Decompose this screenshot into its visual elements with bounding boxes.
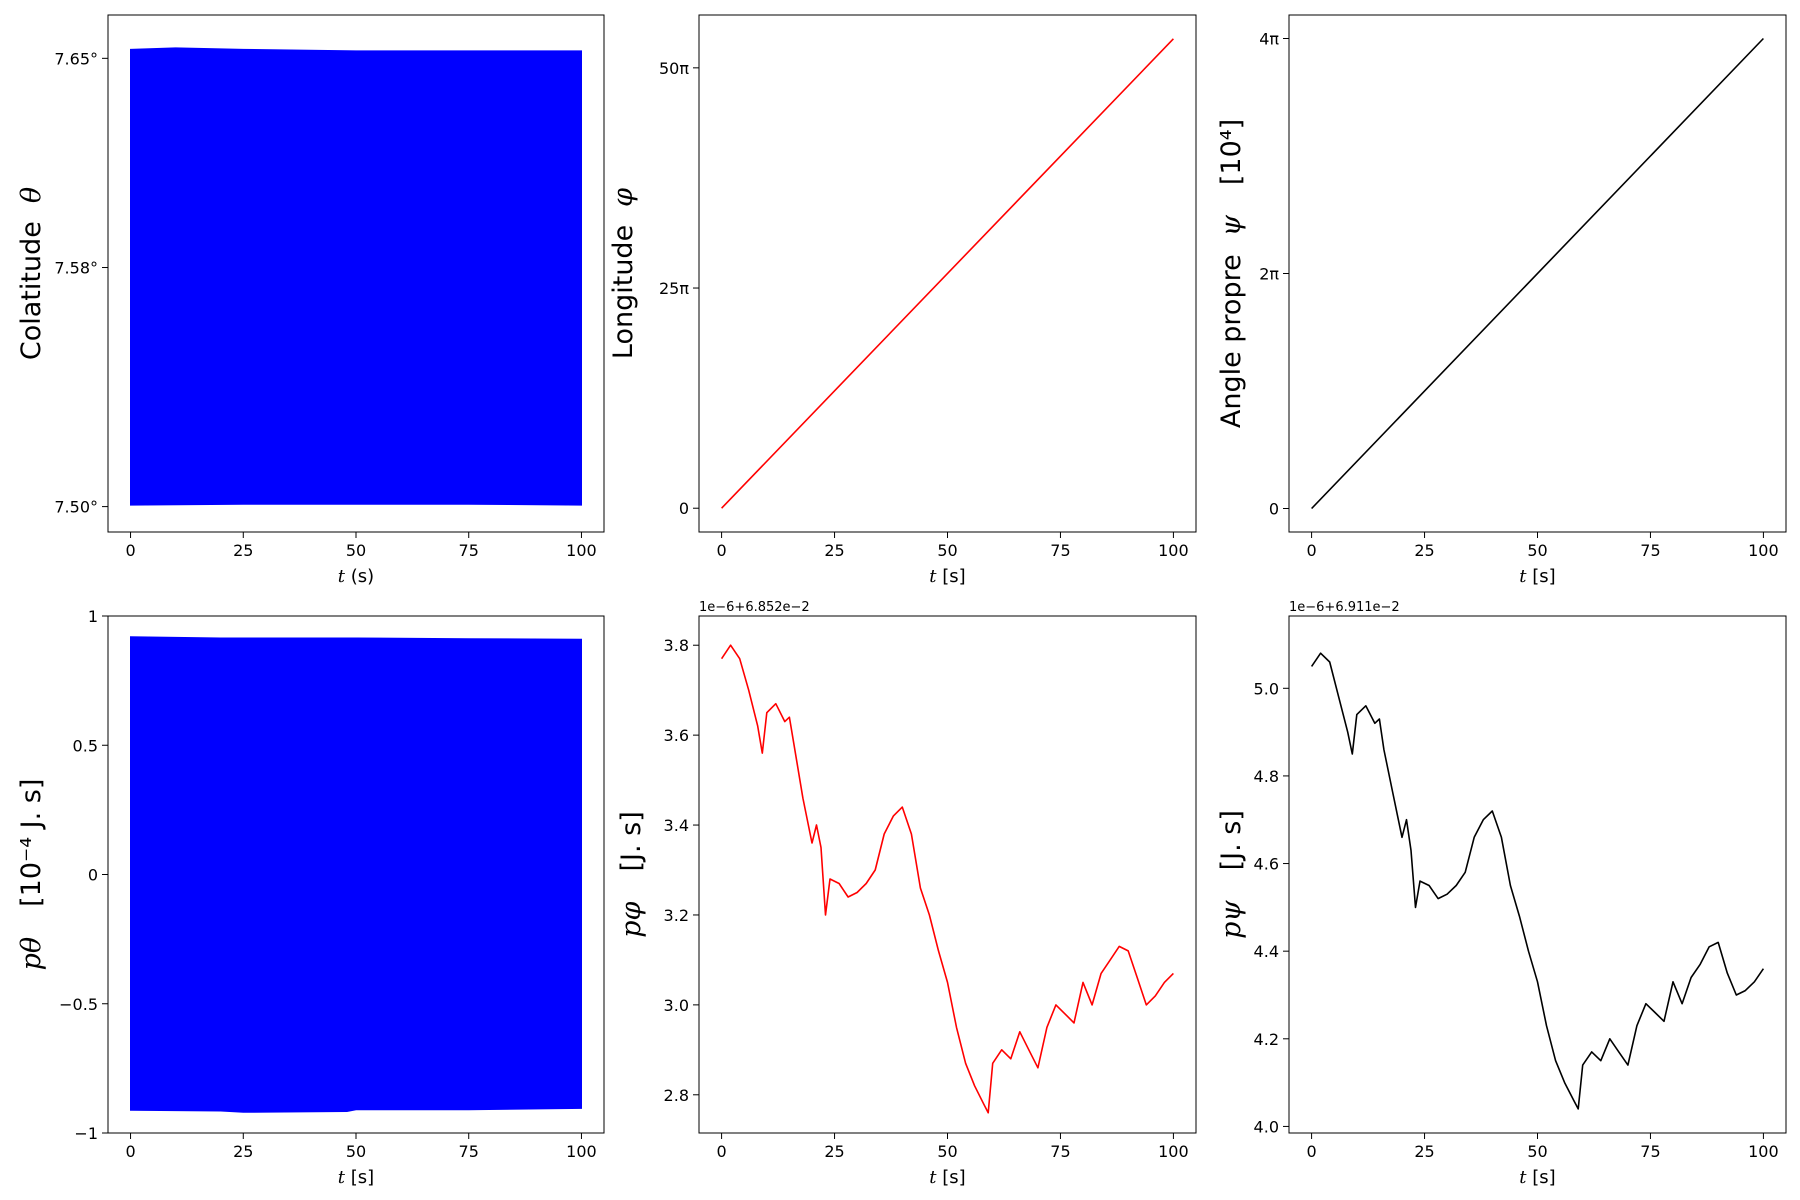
x-tick-label: 0 xyxy=(716,1142,726,1161)
x-tick-label: 100 xyxy=(1158,541,1189,560)
y-tick-label: 2π xyxy=(1259,265,1279,284)
y-tick-label: −1 xyxy=(74,1124,98,1143)
y-tick-label: 4.2 xyxy=(1254,1030,1279,1049)
y-tick-label: 5.0 xyxy=(1254,679,1279,698)
y-tick-label: 7.65° xyxy=(54,49,98,68)
y-tick-label: 1 xyxy=(88,607,98,626)
y-tick-label: 7.58° xyxy=(54,259,98,278)
x-tick-label: 75 xyxy=(1640,541,1660,560)
subplot-p_theta: 0 25 50 75 100 −1 −0.5 0 0.5 1 t [s] pθ[10⁻⁴ J. s] xyxy=(16,607,605,1188)
x-tick-label: 75 xyxy=(1050,541,1070,560)
series-line-p_psi xyxy=(1310,652,1765,1110)
subplot-p_psi: 0 25 50 75 100 4.0 4.2 4.4 4.6 4.8 5.0 1e−6+6.911e−… xyxy=(1216,600,1787,1188)
x-tick-label: 0 xyxy=(716,541,726,560)
x-axis-label-p_theta: t [s] xyxy=(338,1167,374,1188)
y-tick-label: 7.50° xyxy=(54,498,98,517)
y-tick-label: 0.5 xyxy=(73,736,98,755)
subplot-phi: 0 25 50 75 100 0 25π 50π t [s] Longitudeφ xyxy=(608,14,1197,587)
series-line-p_phi xyxy=(720,644,1174,1114)
y-tick-label: 4π xyxy=(1259,30,1279,49)
x-tick-label: 50 xyxy=(1527,1142,1547,1161)
y-tick-label: 50π xyxy=(659,59,689,78)
x-tick-label: 0 xyxy=(125,541,135,560)
x-axis-label-phi: t [s] xyxy=(929,566,965,587)
x-tick-label: 25 xyxy=(233,1142,253,1161)
x-tick-label: 0 xyxy=(1306,541,1316,560)
subplot-p_phi: 0 25 50 75 100 2.8 3.0 3.2 3.4 3.6 3.8 1e−6+6.852e−… xyxy=(616,600,1197,1188)
x-tick-label: 25 xyxy=(1414,1142,1434,1161)
x-axis-label-p_psi: t [s] xyxy=(1519,1167,1555,1188)
y-tick-label: 0 xyxy=(1269,500,1279,519)
x-tick-label: 25 xyxy=(824,1142,844,1161)
y-tick-label: 3.6 xyxy=(664,726,689,745)
y-tick-label: 0 xyxy=(88,866,98,885)
x-axis-label-psi: t [s] xyxy=(1519,566,1555,587)
y-tick-label: 3.8 xyxy=(664,636,689,655)
x-tick-label: 25 xyxy=(1414,541,1434,560)
x-tick-label: 50 xyxy=(346,1142,366,1161)
y-tick-label: 4.0 xyxy=(1254,1117,1279,1136)
series-line-phi xyxy=(721,38,1174,509)
x-tick-label: 50 xyxy=(937,541,957,560)
y-tick-label: 2.8 xyxy=(664,1086,689,1105)
subplot-psi: 0 25 50 75 100 0 2π 4π t [s] Angle propreψ[10⁴] xyxy=(1216,14,1787,587)
y-axis-label-phi: Longitudeφ xyxy=(608,188,639,359)
x-tick-label: 75 xyxy=(1050,1142,1070,1161)
y-tick-label: 3.4 xyxy=(664,816,689,835)
series-band-p_theta xyxy=(130,636,582,1113)
x-tick-label: 0 xyxy=(125,1142,135,1161)
x-tick-label: 100 xyxy=(566,1142,597,1161)
x-tick-label: 75 xyxy=(459,541,479,560)
offset-text-p_psi: 1e−6+6.911e−2 xyxy=(1289,600,1400,615)
y-tick-label: 4.4 xyxy=(1254,942,1279,961)
y-tick-label: −0.5 xyxy=(59,995,98,1014)
x-tick-label: 100 xyxy=(566,541,597,560)
x-tick-label: 50 xyxy=(1527,541,1547,560)
x-tick-label: 50 xyxy=(346,541,366,560)
x-tick-label: 100 xyxy=(1158,1142,1189,1161)
y-tick-label: 25π xyxy=(659,279,689,298)
y-axis-label-p_psi: pψ[J. s] xyxy=(1216,810,1247,939)
y-tick-label: 4.8 xyxy=(1254,767,1279,786)
x-tick-label: 25 xyxy=(233,541,253,560)
y-axis-label-theta: Colatitudeθ xyxy=(16,187,47,360)
x-tick-label: 75 xyxy=(1640,1142,1660,1161)
series-band-theta xyxy=(130,47,582,506)
x-tick-label: 0 xyxy=(1306,1142,1316,1161)
axes-frame-p_phi xyxy=(698,615,1197,1134)
x-tick-label: 100 xyxy=(1748,541,1779,560)
x-tick-label: 50 xyxy=(937,1142,957,1161)
x-tick-label: 25 xyxy=(824,541,844,560)
axes-frame-p_psi xyxy=(1288,615,1787,1134)
y-tick-label: 0 xyxy=(679,499,689,518)
y-axis-label-p_phi: pφ[J. s] xyxy=(616,811,647,937)
x-axis-label-theta: t (s) xyxy=(338,566,374,587)
subplot-theta: 0 25 50 75 100 7.50° 7.58° 7.65° t (s) Colatitude… xyxy=(16,14,605,587)
x-axis-label-p_phi: t [s] xyxy=(929,1167,965,1188)
y-tick-label: 4.6 xyxy=(1254,855,1279,874)
y-axis-label-psi: Angle propreψ[10⁴] xyxy=(1216,119,1247,428)
series-line-psi xyxy=(1311,37,1764,510)
x-tick-label: 75 xyxy=(459,1142,479,1161)
y-tick-label: 3.2 xyxy=(664,906,689,925)
x-tick-label: 100 xyxy=(1748,1142,1779,1161)
y-tick-label: 3.0 xyxy=(664,996,689,1015)
offset-text-p_phi: 1e−6+6.852e−2 xyxy=(699,600,810,615)
y-axis-label-p_theta: pθ[10⁻⁴ J. s] xyxy=(16,779,47,971)
